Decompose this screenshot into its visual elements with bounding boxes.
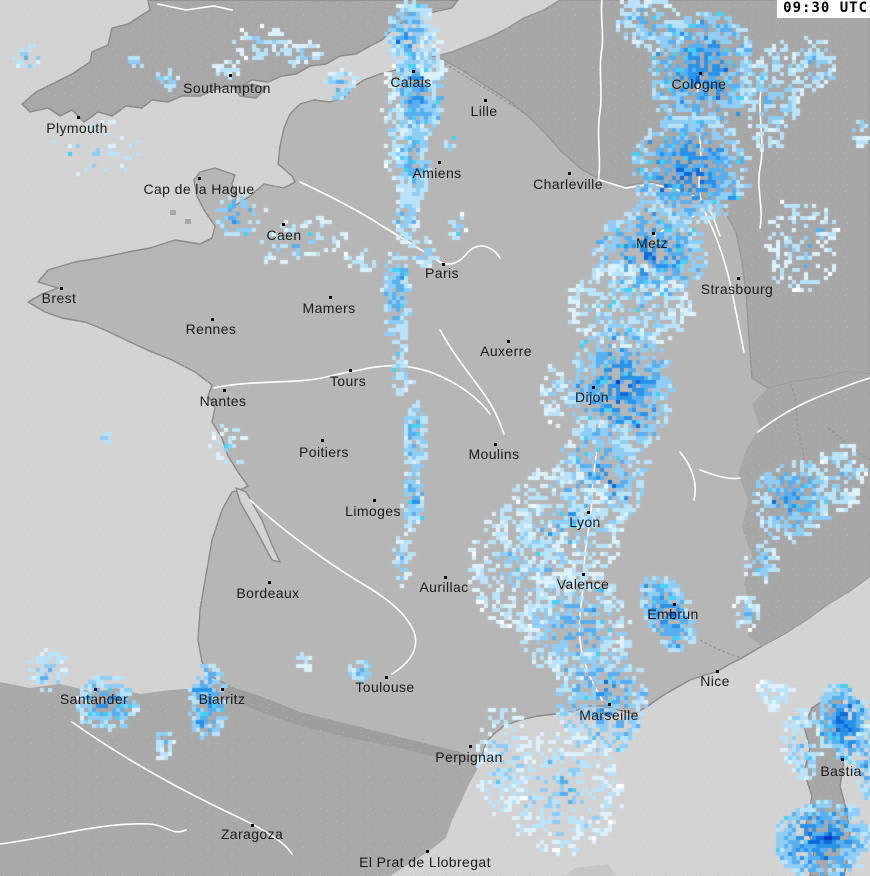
- timestamp-badge: 09:30 UTC: [777, 0, 870, 18]
